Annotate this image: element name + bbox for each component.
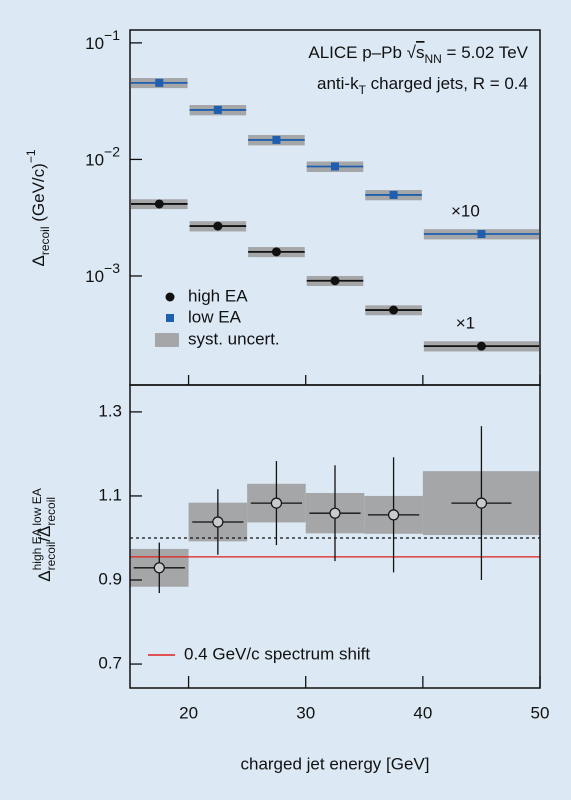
legend-label: 0.4 GeV/c spectrum shift [184,644,370,663]
y-tick-label: 1.3 [98,401,122,420]
y-axis-label-part: recoil [44,542,58,571]
scale-label: ×1 [456,314,475,333]
marker [389,190,398,199]
legend-label: high EA [188,286,248,305]
marker [153,562,165,574]
marker [475,497,488,509]
y-tick-label: 1.1 [98,485,122,504]
y-axis-label-part: high EA [30,528,44,570]
y-tick-label: 10−2 [85,143,120,170]
scale-label: ×10 [451,202,480,221]
annotation-part: NN [424,52,441,66]
y-tick-label: 10−1 [85,27,120,54]
plot-frame [129,384,541,689]
y-axis-label-part: recoil [44,497,58,526]
annotation-part: s [416,43,425,62]
x-tick-label: 20 [179,703,198,722]
marker [213,221,223,231]
marker [476,341,486,351]
marker [477,230,486,239]
y-tick-exponent: −2 [104,143,120,159]
marker [330,276,340,286]
y-tick-base: 10 [85,151,104,170]
annotation-part: T [359,83,367,97]
marker [329,507,341,519]
y-tick-exponent: −3 [104,260,120,276]
annotation-part: = 5.02 TeV [442,43,529,62]
y-tick-label: 10−3 [85,260,120,287]
marker [389,305,399,315]
marker [270,497,283,509]
marker [213,105,222,114]
x-axis-label: charged jet energy [GeV] [240,754,429,773]
legend-label: syst. uncert. [188,329,280,348]
annotation-part: anti-k [317,74,359,93]
legend-label: low EA [188,307,242,326]
annotation-part: ALICE p–Pb √ [308,43,416,62]
marker [154,199,164,209]
y-tick-base: 10 [85,34,104,53]
y-tick-exponent: −1 [104,27,120,43]
y-axis-label-part: Δ [35,570,54,581]
y-axis-label: Δrecoil (GeV/c)−1 [24,149,52,266]
y-axis-label-part: −1 [24,149,38,163]
y-axis-label-part: recoil [38,226,52,255]
marker [387,509,400,521]
y-axis-label-part: low EA [30,488,44,525]
legend-marker [165,292,175,302]
x-tick-label: 50 [531,703,550,722]
y-axis-label-part: (GeV/c) [29,163,48,226]
x-tick-label: 40 [413,703,432,722]
y-tick-label: 0.9 [98,569,122,588]
marker [155,78,164,87]
y-axis-label: Δhigh EArecoil/Δlow EArecoil [30,488,58,582]
marker [331,162,339,171]
y-tick-label: 0.7 [98,654,122,673]
annotation: anti-kT charged jets, R = 0.4 [317,74,528,97]
y-tick-base: 10 [85,267,104,286]
x-tick-label: 30 [296,703,315,722]
marker [212,516,224,528]
y-axis-label-part: Δ [29,255,48,266]
marker [272,135,281,144]
legend-syst [155,333,179,347]
annotation: ALICE p–Pb √sNN = 5.02 TeV [308,43,528,66]
legend-marker [166,314,174,322]
annotation-part: charged jets, R = 0.4 [366,74,528,93]
y-axis-label-part: /Δ [35,526,54,542]
marker [271,247,281,257]
